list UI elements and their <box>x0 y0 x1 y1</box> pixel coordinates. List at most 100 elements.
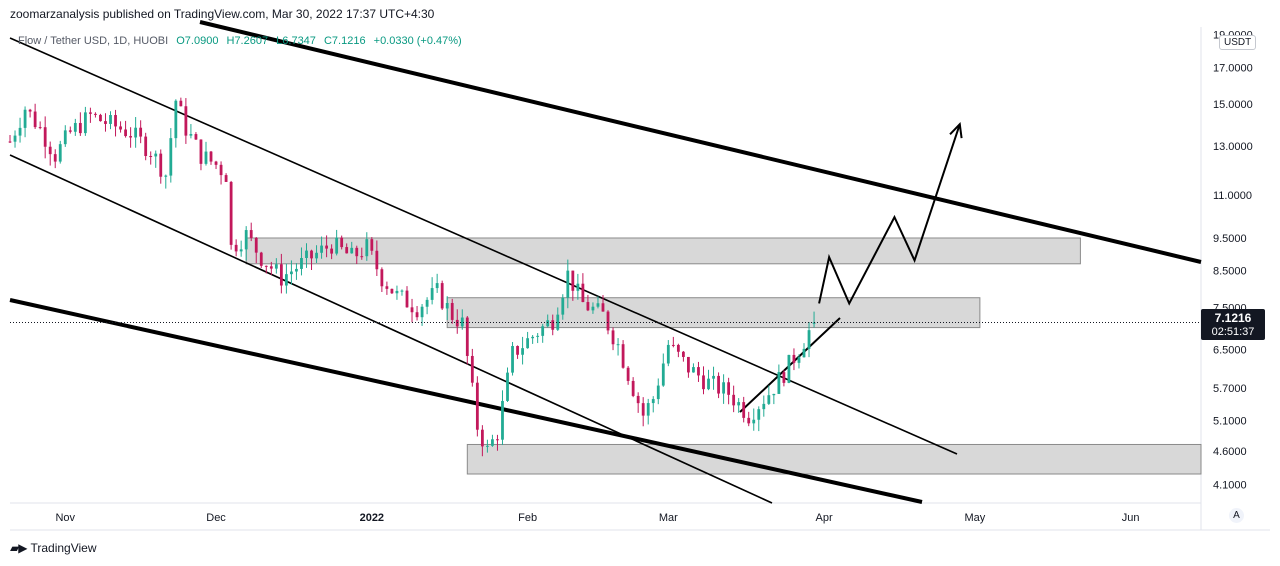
candle <box>591 302 595 314</box>
zone-2[interactable] <box>466 443 1202 475</box>
candle <box>506 367 509 402</box>
candle <box>390 288 394 294</box>
candle <box>244 226 248 261</box>
candle <box>546 314 550 328</box>
candle <box>43 116 47 159</box>
candle <box>109 111 112 130</box>
candle <box>601 295 605 312</box>
candle <box>124 120 127 138</box>
candle <box>727 377 731 405</box>
brand-name: TradingView <box>30 541 97 555</box>
symbol-legend: Flow / Tether USD, 1D, HUOBI O7.0900 H7.… <box>18 35 467 47</box>
candle <box>239 240 243 257</box>
candle <box>204 141 208 166</box>
candle <box>666 340 670 367</box>
candle <box>325 235 328 258</box>
candle <box>78 112 82 136</box>
candle <box>712 366 715 390</box>
resistance-line[interactable] <box>199 20 1202 264</box>
candle <box>556 307 560 331</box>
ohlc-open: O7.0900 <box>176 35 219 47</box>
candle <box>767 385 771 405</box>
candle <box>58 140 62 164</box>
candle <box>491 434 494 447</box>
candle <box>465 315 469 365</box>
candle <box>104 113 107 132</box>
candle <box>526 331 530 349</box>
candle <box>189 124 193 139</box>
candle <box>295 263 298 280</box>
candle <box>94 112 97 118</box>
candle <box>687 356 690 378</box>
time-tick-label: Apr <box>816 512 833 524</box>
support-resistance-zones <box>245 237 1202 475</box>
candle <box>365 232 369 261</box>
candle <box>697 361 700 382</box>
tradingview-logo[interactable]: ▰▶ TradingView <box>10 541 97 555</box>
candle <box>320 236 323 259</box>
candle <box>385 281 389 295</box>
price-tick-label: 5.7000 <box>1213 383 1247 395</box>
candle <box>48 141 52 166</box>
arrow-head-icon <box>949 122 963 139</box>
candle <box>661 353 665 387</box>
ohlc-close: C7.1216 <box>323 35 366 47</box>
long-support-line[interactable] <box>9 298 923 504</box>
candle <box>581 273 585 303</box>
candle <box>149 151 153 165</box>
candle <box>450 298 454 324</box>
candle <box>621 340 625 369</box>
projection-line[interactable] <box>818 123 961 306</box>
channel-upper-line[interactable] <box>9 37 958 455</box>
publish-line: zoomarzanalysis published on TradingView… <box>10 7 435 21</box>
price-tick-label: 15.0000 <box>1213 99 1253 111</box>
time-tick-label: Nov <box>55 512 75 524</box>
candle <box>355 245 359 265</box>
candle <box>707 369 710 391</box>
candle <box>134 117 138 148</box>
candle <box>400 289 404 296</box>
candle <box>475 376 479 437</box>
candle <box>797 354 801 369</box>
candle <box>611 327 615 351</box>
symbol-name[interactable]: Flow / Tether USD, 1D, HUOBI <box>18 35 169 47</box>
candle <box>23 106 27 138</box>
candle <box>224 173 228 182</box>
candle <box>777 364 781 395</box>
candle <box>646 398 650 425</box>
candle <box>571 270 575 301</box>
currency-button[interactable]: USDT <box>1219 35 1257 50</box>
price-tick-label: 6.5000 <box>1213 344 1247 356</box>
candle <box>53 149 57 169</box>
candle <box>692 363 695 373</box>
time-tick-label: Jun <box>1122 512 1140 524</box>
candle <box>455 309 459 334</box>
time-axis-ticks: Nov Dec 2022 Feb Mar Apr May Jun <box>55 512 1139 524</box>
candle <box>496 434 499 451</box>
candle <box>284 263 288 294</box>
candle <box>802 343 806 358</box>
candle <box>199 139 203 171</box>
candle <box>671 336 675 348</box>
candle <box>425 297 429 315</box>
candle <box>310 249 313 271</box>
candle <box>676 343 680 358</box>
candle <box>184 98 188 144</box>
candle <box>470 348 474 387</box>
channel-lower-line[interactable] <box>9 154 773 504</box>
zone-1[interactable] <box>446 297 981 329</box>
ohlc-change: +0.0330 (+0.47%) <box>373 35 462 47</box>
candle <box>742 396 746 423</box>
candle <box>501 390 504 446</box>
candle <box>380 267 384 293</box>
candle <box>13 130 17 148</box>
candle <box>194 132 198 140</box>
candle <box>340 235 344 250</box>
candle <box>33 103 37 129</box>
candle <box>656 378 660 405</box>
candle <box>752 408 756 431</box>
auto-scale-button[interactable]: A <box>1229 508 1244 523</box>
candle <box>722 374 725 404</box>
zone-0[interactable] <box>245 237 1081 265</box>
